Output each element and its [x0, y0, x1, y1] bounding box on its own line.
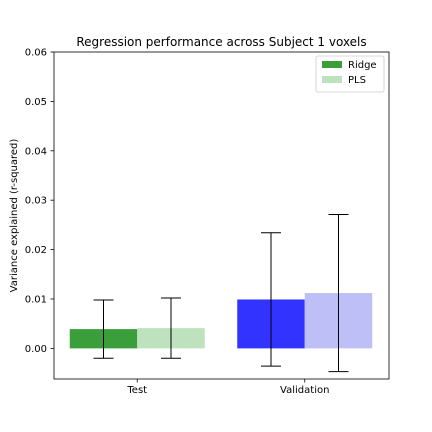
y-axis-ticks: 0.00 0.01 0.02 0.03 0.04 0.05 0.06 [25, 48, 54, 355]
legend-swatch-ridge [322, 61, 342, 68]
y-tick-label: 0.03 [25, 196, 47, 207]
plot-frame [53, 51, 390, 380]
x-tick-label: Test [126, 385, 147, 396]
error-bars [93, 214, 349, 373]
legend-label-pls: PLS [348, 75, 366, 86]
legend-swatch-pls [322, 76, 342, 83]
chart-title: Regression performance across Subject 1 … [76, 35, 366, 49]
x-tick-label: Validation [280, 385, 329, 396]
x-axis-ticks: Test Validation [126, 379, 329, 396]
legend-label-ridge: Ridge [348, 60, 377, 71]
bar-series [69, 293, 373, 349]
y-tick-label: 0.02 [25, 245, 47, 256]
y-tick-label: 0.05 [25, 97, 47, 108]
y-tick-label: 0.00 [25, 344, 47, 355]
y-axis-title: Variance explained (r-squared) [9, 139, 20, 293]
legend: Ridge PLS [315, 55, 385, 93]
y-tick-label: 0.04 [25, 146, 47, 157]
y-tick-label: 0.01 [25, 294, 47, 305]
y-tick-label: 0.06 [25, 48, 47, 59]
